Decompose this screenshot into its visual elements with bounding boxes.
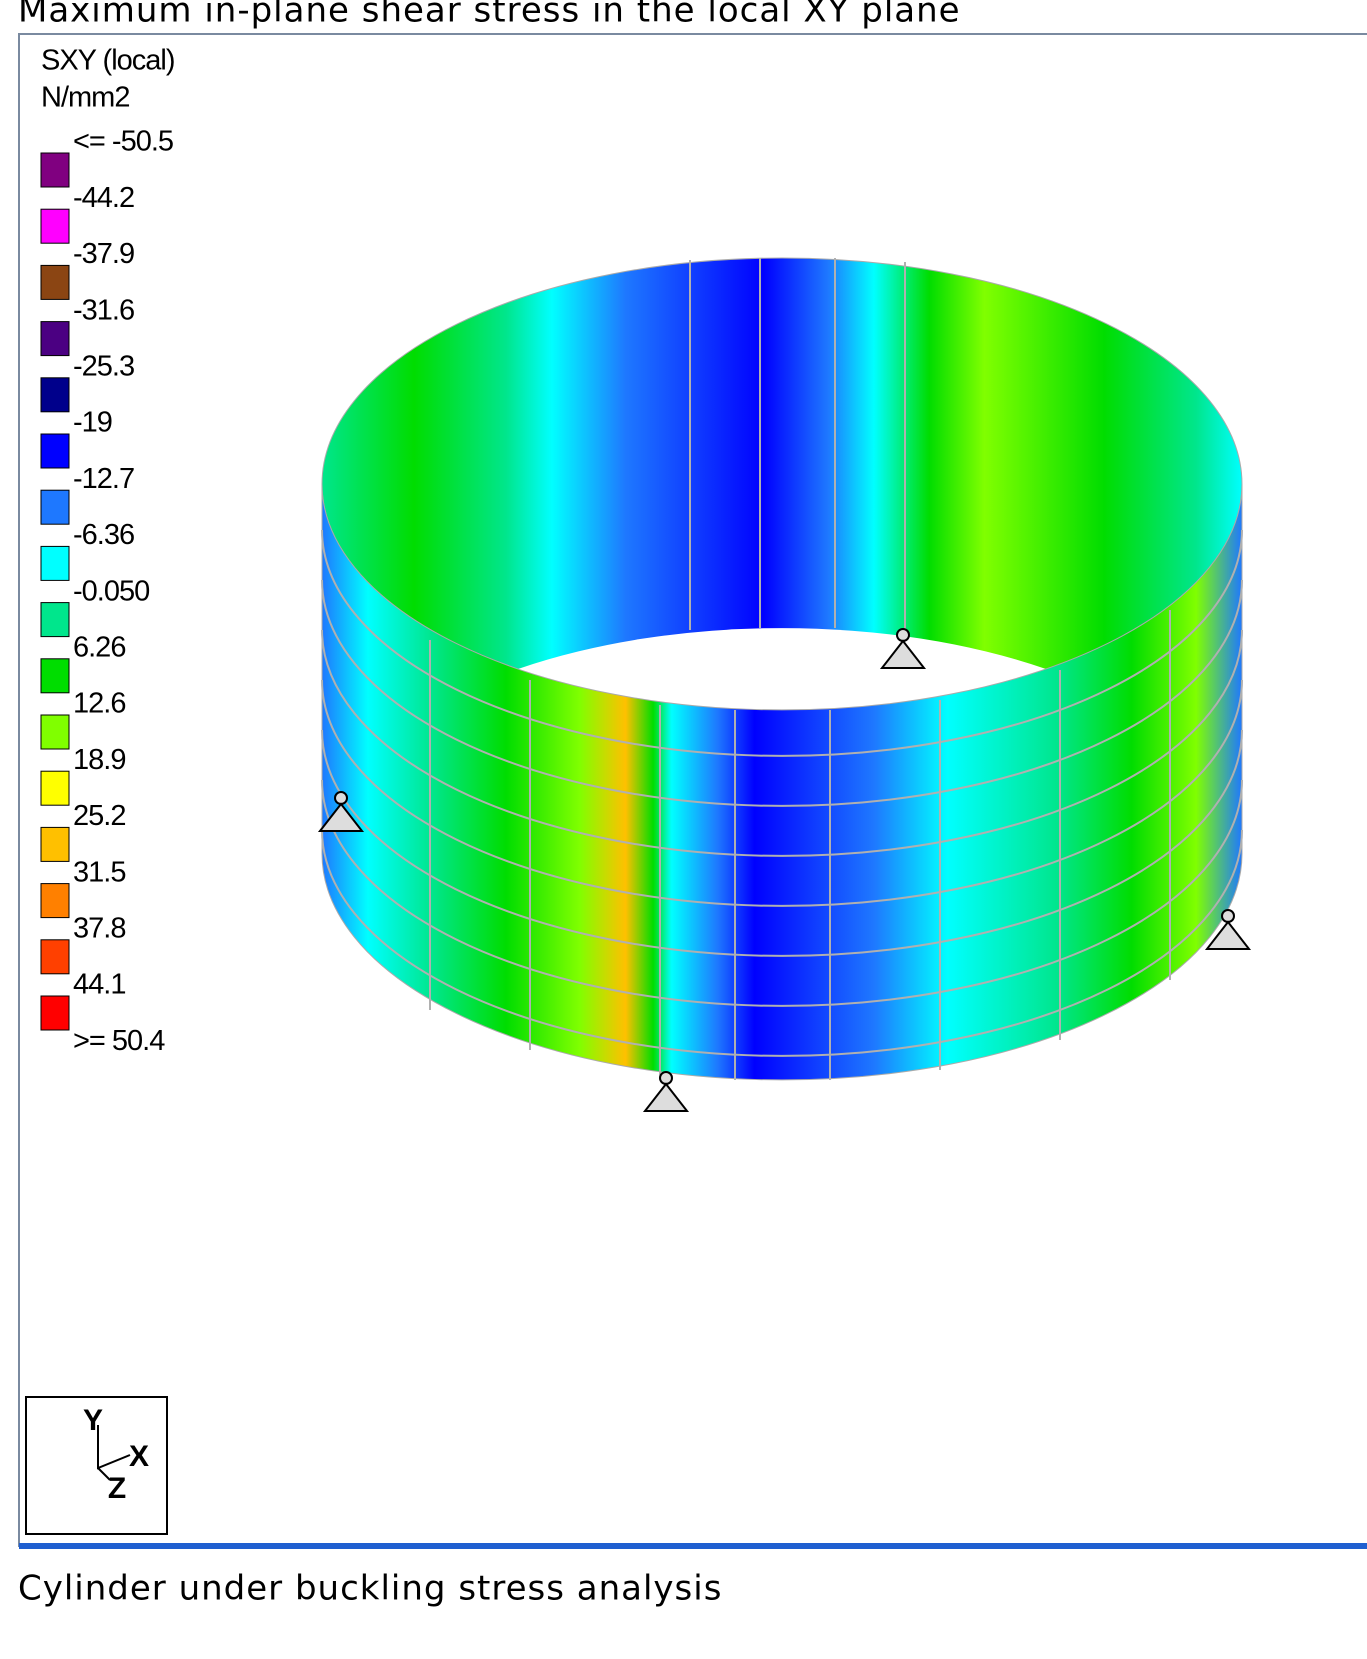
legend-swatch <box>40 377 70 413</box>
legend-swatch <box>40 433 70 469</box>
triad-y: Y <box>83 1404 103 1437</box>
legend-swatch <box>40 208 70 244</box>
opening <box>518 628 1046 710</box>
legend-label: 44.1 <box>73 969 125 1001</box>
triad-z: Z <box>108 1472 126 1505</box>
legend-label: 37.8 <box>73 912 125 944</box>
legend-swatch <box>40 939 70 975</box>
legend-label: 25.2 <box>73 800 125 832</box>
legend-label: -37.9 <box>73 238 134 270</box>
window-title: Maximum in-plane shear stress in the loc… <box>18 0 961 31</box>
legend-label: <= -50.5 <box>73 126 173 158</box>
caption: Cylinder under buckling stress analysis <box>18 1569 722 1609</box>
legend-swatch <box>40 489 70 525</box>
legend-swatch <box>40 658 70 694</box>
legend-swatch <box>40 152 70 188</box>
supports <box>317 628 1252 1112</box>
triad-axes <box>97 1425 131 1481</box>
legend-swatch <box>40 602 70 638</box>
legend: <= -50.5 -44.2 -37.9 -31.6 -25.3 -19 -12.7 -6.3… <box>40 126 174 1057</box>
legend-label: -0.050 <box>73 575 149 607</box>
legend-label: >= 50.4 <box>73 1025 165 1057</box>
triad-box <box>25 1396 168 1535</box>
legend-swatch <box>40 770 70 806</box>
front-wall <box>321 483 1243 1081</box>
legend-label: -6.36 <box>73 519 134 551</box>
legend-label: 6.26 <box>73 631 125 663</box>
legend-swatch <box>40 264 70 300</box>
legend-label: 18.9 <box>73 744 125 776</box>
legend-label: -12.7 <box>73 463 134 495</box>
legend-unit: N/mm2 <box>41 82 129 114</box>
legend-heading: SXY (local) <box>41 45 175 77</box>
legend-swatch <box>40 545 70 581</box>
legend-swatch <box>40 826 70 862</box>
legend-label: 31.5 <box>73 856 125 888</box>
legend-label: -25.3 <box>73 350 134 382</box>
triad-x: X <box>129 1440 149 1473</box>
legend-swatch <box>40 995 70 1031</box>
viewport-border <box>19 1543 1367 1549</box>
legend-swatch <box>40 321 70 357</box>
legend-label: -19 <box>73 407 112 439</box>
model <box>317 257 1252 1112</box>
legend-label: -44.2 <box>73 182 134 214</box>
legend-label: 12.6 <box>73 688 125 720</box>
mesh <box>321 258 1243 1080</box>
legend-label: -31.6 <box>73 294 134 326</box>
legend-swatch <box>40 883 70 919</box>
legend-swatch <box>40 714 70 750</box>
